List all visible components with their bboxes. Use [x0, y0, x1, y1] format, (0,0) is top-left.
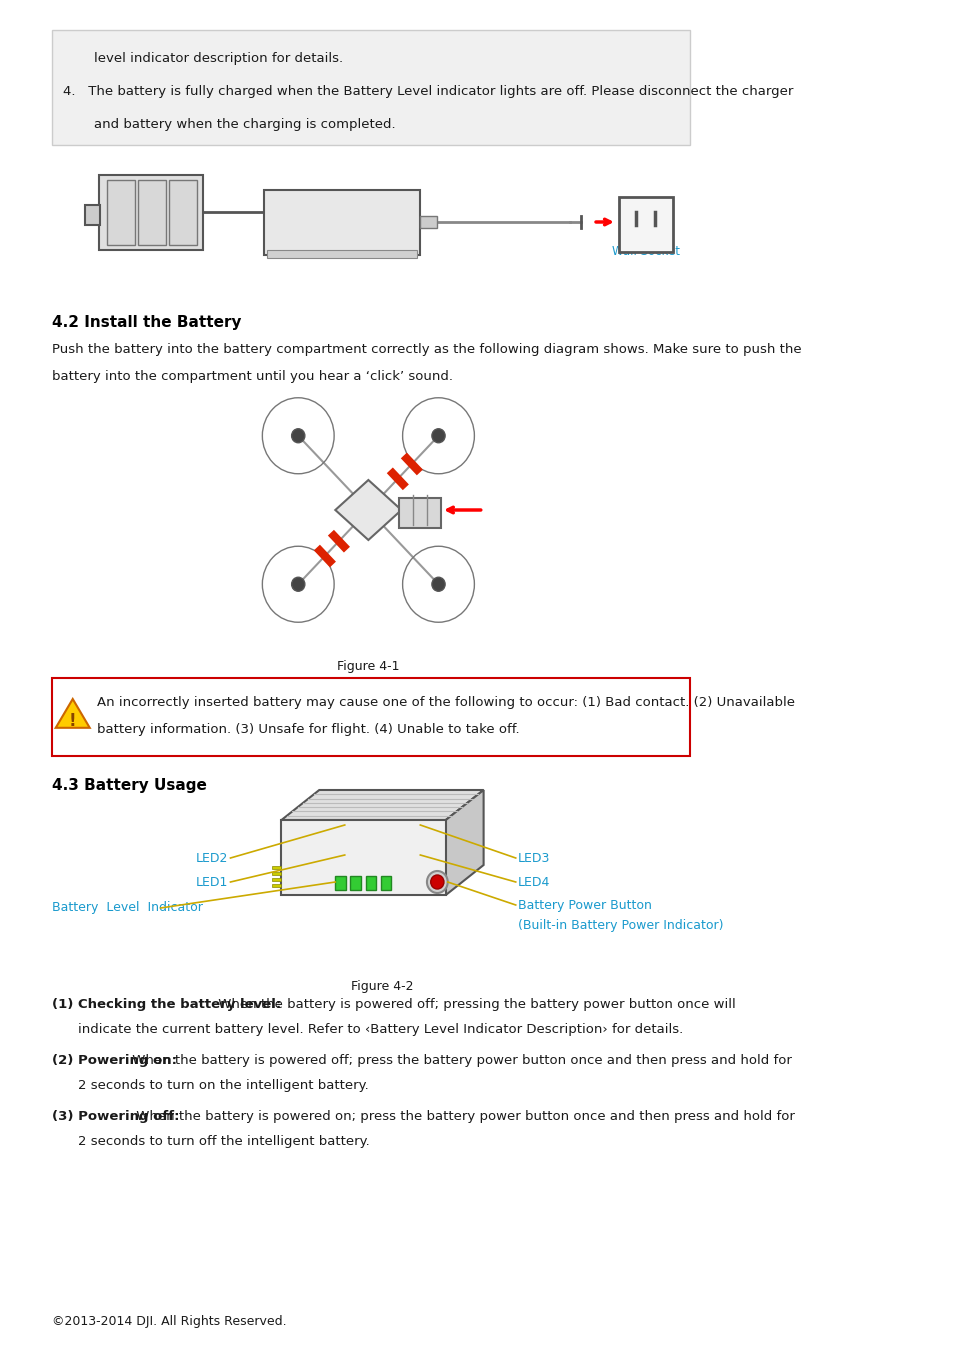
Bar — [107, 180, 135, 245]
Text: ©2013-2014 DJI. All Rights Reserved.: ©2013-2014 DJI. All Rights Reserved. — [51, 1315, 286, 1328]
Bar — [618, 196, 673, 252]
Bar — [380, 876, 391, 890]
Text: battery information. (3) Unsafe for flight. (4) Unable to take off.: battery information. (3) Unsafe for flig… — [97, 723, 519, 737]
Bar — [365, 876, 375, 890]
Circle shape — [292, 429, 305, 443]
Bar — [272, 867, 281, 869]
Bar — [138, 180, 166, 245]
Text: An incorrectly inserted battery may cause one of the following to occur: (1) Bad: An incorrectly inserted battery may caus… — [97, 696, 795, 709]
Polygon shape — [281, 821, 445, 895]
Text: 2 seconds to turn off the intelligent battery.: 2 seconds to turn off the intelligent ba… — [78, 1135, 370, 1148]
Text: LED1: LED1 — [196, 876, 229, 888]
Text: (Built-in Battery Power Indicator): (Built-in Battery Power Indicator) — [517, 919, 722, 933]
Text: and battery when the charging is completed.: and battery when the charging is complet… — [94, 118, 395, 131]
Text: indicate the current battery level. Refer to ‹Battery Level Indicator Descriptio: indicate the current battery level. Refe… — [78, 1024, 683, 1036]
Text: (1) Checking the battery level:: (1) Checking the battery level: — [51, 998, 281, 1011]
Text: LED2: LED2 — [196, 852, 229, 864]
Text: !: ! — [69, 712, 76, 730]
Bar — [272, 884, 281, 887]
Text: Figure 4-2: Figure 4-2 — [351, 980, 414, 992]
Circle shape — [432, 577, 445, 592]
Text: Battery Power Button: Battery Power Button — [517, 899, 651, 911]
Bar — [264, 190, 420, 255]
Text: level indicator description for details.: level indicator description for details. — [94, 51, 343, 65]
Text: 4.2 Install the Battery: 4.2 Install the Battery — [51, 315, 241, 330]
Bar — [398, 498, 440, 528]
Text: Figure 4-1: Figure 4-1 — [336, 659, 399, 673]
Polygon shape — [55, 699, 90, 728]
Text: 4.3 Battery Usage: 4.3 Battery Usage — [51, 779, 207, 793]
Text: When the battery is powered off; pressing the battery power button once will: When the battery is powered off; pressin… — [214, 998, 736, 1011]
Bar — [335, 876, 345, 890]
Bar — [169, 180, 197, 245]
Text: LED3: LED3 — [517, 852, 550, 864]
Text: battery into the compartment until you hear a ‘click’ sound.: battery into the compartment until you h… — [51, 370, 453, 383]
Text: 2 seconds to turn on the intelligent battery.: 2 seconds to turn on the intelligent bat… — [78, 1079, 369, 1091]
FancyBboxPatch shape — [51, 30, 689, 145]
Bar — [272, 872, 281, 875]
Circle shape — [427, 871, 447, 894]
Text: 4.   The battery is fully charged when the Battery Level indicator lights are of: 4. The battery is fully charged when the… — [63, 85, 793, 97]
Polygon shape — [445, 789, 483, 895]
Bar — [272, 877, 281, 881]
Circle shape — [430, 875, 443, 890]
Text: Wall Socket: Wall Socket — [612, 245, 679, 259]
Circle shape — [292, 577, 305, 592]
Text: When the battery is powered on; press the battery power button once and then pre: When the battery is powered on; press th… — [132, 1110, 794, 1122]
Text: LED4: LED4 — [517, 876, 550, 888]
Text: (2) Powering on:: (2) Powering on: — [51, 1053, 176, 1067]
Bar — [267, 250, 417, 259]
Bar — [85, 204, 100, 225]
Text: When the battery is powered off; press the battery power button once and then pr: When the battery is powered off; press t… — [128, 1053, 791, 1067]
Circle shape — [432, 429, 445, 443]
Bar — [420, 217, 436, 227]
Bar — [350, 876, 360, 890]
Text: Battery  Level  Indicator: Battery Level Indicator — [51, 902, 203, 914]
Polygon shape — [281, 789, 483, 821]
Text: (3) Powering off:: (3) Powering off: — [51, 1110, 179, 1122]
Bar — [99, 175, 203, 250]
FancyBboxPatch shape — [51, 678, 689, 756]
Text: Push the battery into the battery compartment correctly as the following diagram: Push the battery into the battery compar… — [51, 343, 801, 356]
Polygon shape — [335, 481, 401, 540]
